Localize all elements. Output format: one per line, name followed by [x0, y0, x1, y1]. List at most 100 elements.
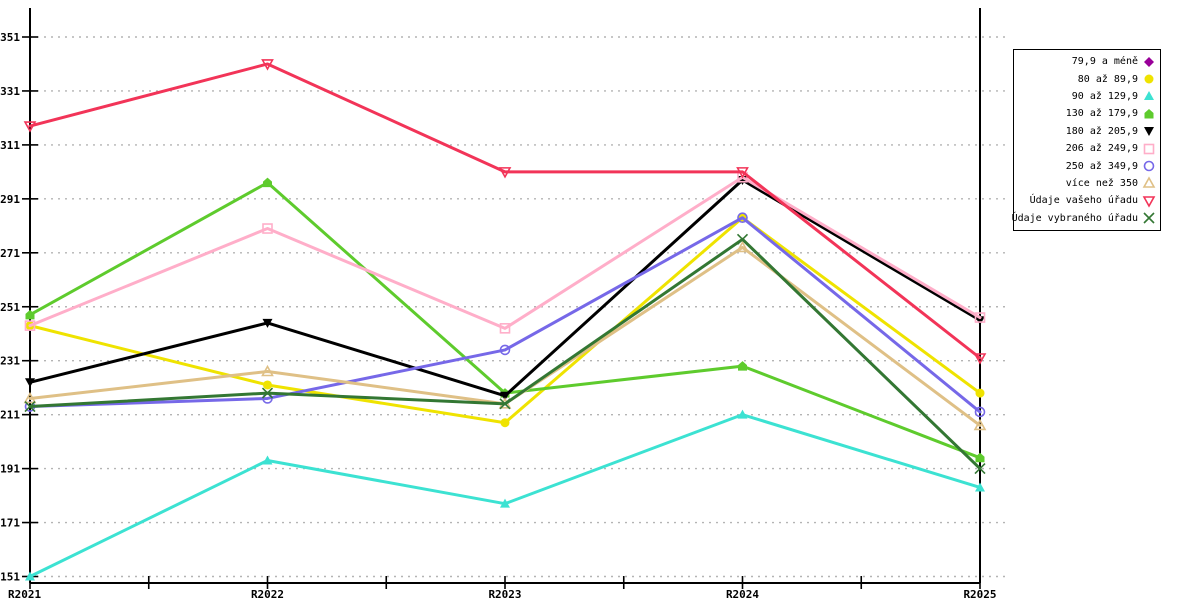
inv-triangle-filled-marker-icon: [1144, 127, 1154, 137]
legend-marker: [1143, 212, 1155, 224]
circle-filled-marker-icon: [975, 388, 985, 398]
circle-filled-marker-icon: [263, 380, 272, 390]
legend-entry-label: více než 350: [1065, 177, 1138, 189]
legend-entry-label: 250 až 349,9: [1065, 160, 1138, 172]
legend-entry: 180 až 205,9: [1016, 124, 1156, 139]
legend: 79,9 a méně 80 až 89,9 90 až 129,9 130 až 1…: [1012, 49, 1161, 231]
circle-filled-marker-icon: [1144, 74, 1154, 84]
x-marker-icon: [261, 387, 274, 399]
square-open-marker-icon: [499, 323, 511, 334]
inv-triangle-open-marker-icon: [736, 167, 749, 179]
legend-entry: Údaje vašeho úřadu: [1016, 193, 1156, 208]
inv-triangle-filled-marker-icon: [262, 318, 273, 328]
inv-triangle-open-marker-icon: [261, 59, 274, 71]
legend-marker: [1144, 108, 1154, 119]
y-tick-label: 271: [0, 247, 20, 260]
square-open-marker-icon: [24, 320, 36, 331]
x-marker-icon: [974, 463, 986, 475]
y-tick-label: 171: [0, 517, 20, 530]
y-tick-label: 191: [0, 463, 20, 476]
triangle-open-marker-icon: [261, 364, 274, 377]
x-tick-label: R2022: [251, 588, 284, 600]
series-line: [28, 175, 982, 330]
legend-marker: [1143, 160, 1155, 172]
triangle-filled-marker-icon: [975, 482, 985, 492]
legend-entry-label: 180 až 205,9: [1065, 125, 1138, 137]
pentagon-filled-marker-icon: [975, 452, 985, 463]
inv-triangle-filled-marker-icon: [500, 391, 510, 401]
triangle-open-marker-icon: [23, 391, 37, 404]
inv-triangle-filled-marker-icon: [975, 316, 985, 326]
legend-entry-label: 90 až 129,9: [1071, 90, 1138, 102]
circle-open-marker-icon: [1143, 160, 1155, 172]
triangle-filled-marker-icon: [262, 455, 273, 465]
circle-filled-marker-icon: [500, 418, 510, 428]
series-line: [28, 413, 982, 578]
triangle-filled-marker-icon: [737, 409, 748, 419]
pentagon-filled-marker-icon: [25, 309, 35, 320]
y-tick-label: 251: [0, 301, 20, 314]
y-tick-label: 151: [0, 571, 20, 584]
y-tick-label: 231: [0, 355, 20, 368]
inv-triangle-open-marker-icon: [498, 167, 512, 179]
series-line: [28, 216, 982, 414]
square-open-marker-icon: [262, 223, 273, 234]
circle-open-marker-icon: [499, 344, 511, 356]
legend-marker: [1144, 91, 1154, 101]
x-tick-label: R2021: [8, 588, 41, 600]
y-tick-label: 331: [0, 85, 20, 98]
legend-marker: [1144, 74, 1154, 84]
legend-entry-label: Údaje vybraného úřadu: [1011, 212, 1138, 224]
triangle-open-marker-icon: [736, 240, 749, 253]
legend-entry: Údaje vybraného úřadu: [1012, 211, 1156, 226]
x-tick-label: R2025: [963, 588, 996, 600]
inv-triangle-open-marker-icon: [1142, 196, 1156, 208]
legend-entry: 90 až 129,9: [1016, 89, 1156, 104]
legend-entry-label: Údaje vašeho úřadu: [1029, 195, 1138, 207]
square-open-marker-icon: [974, 312, 986, 323]
legend-entry: více než 350: [1016, 176, 1156, 191]
y-tick-label: 211: [0, 409, 20, 422]
legend-entry-label: 79,9 a méně: [1071, 56, 1138, 68]
y-tick-label: 311: [0, 139, 20, 152]
x-marker-icon: [499, 398, 511, 410]
triangle-filled-marker-icon: [1144, 91, 1154, 101]
x-tick-label: R2024: [726, 588, 759, 600]
legend-entry: 206 až 249,9: [1016, 141, 1156, 156]
triangle-open-marker-icon: [973, 418, 987, 431]
circle-open-marker-icon: [974, 406, 986, 418]
triangle-filled-marker-icon: [25, 571, 35, 581]
legend-entry: 250 až 349,9: [1016, 159, 1156, 174]
legend-marker: [1142, 196, 1156, 208]
legend-entry: 130 až 179,9: [1016, 106, 1156, 121]
triangle-open-marker-icon: [1142, 176, 1156, 189]
legend-entry: 79,9 a méně: [1016, 54, 1156, 69]
pentagon-filled-marker-icon: [1144, 108, 1154, 119]
x-tick-label: R2023: [488, 588, 521, 600]
legend-marker: [1144, 127, 1154, 137]
inv-triangle-open-marker-icon: [973, 353, 987, 365]
x-marker-icon: [736, 233, 749, 245]
legend-marker: [1143, 143, 1155, 154]
legend-entry: 80 až 89,9: [1016, 72, 1156, 87]
triangle-filled-marker-icon: [500, 498, 510, 508]
x-marker-icon: [24, 400, 36, 413]
x-marker-icon: [1143, 212, 1155, 224]
legend-entry-label: 130 až 179,9: [1065, 108, 1138, 120]
legend-marker: [1142, 176, 1156, 189]
y-tick-label: 351: [0, 31, 20, 44]
circle-open-marker-icon: [737, 212, 748, 224]
series-line: [28, 62, 982, 360]
diamond-filled-marker-icon: [1144, 56, 1154, 67]
pentagon-filled-marker-icon: [263, 177, 272, 188]
legend-entry-label: 80 až 89,9: [1077, 73, 1138, 85]
legend-marker: [1144, 56, 1154, 67]
inv-triangle-open-marker-icon: [23, 121, 37, 133]
square-open-marker-icon: [1143, 143, 1155, 154]
legend-entry-label: 206 až 249,9: [1065, 143, 1138, 155]
pentagon-filled-marker-icon: [738, 361, 747, 371]
y-tick-label: 291: [0, 193, 20, 206]
inv-triangle-filled-marker-icon: [25, 378, 35, 388]
